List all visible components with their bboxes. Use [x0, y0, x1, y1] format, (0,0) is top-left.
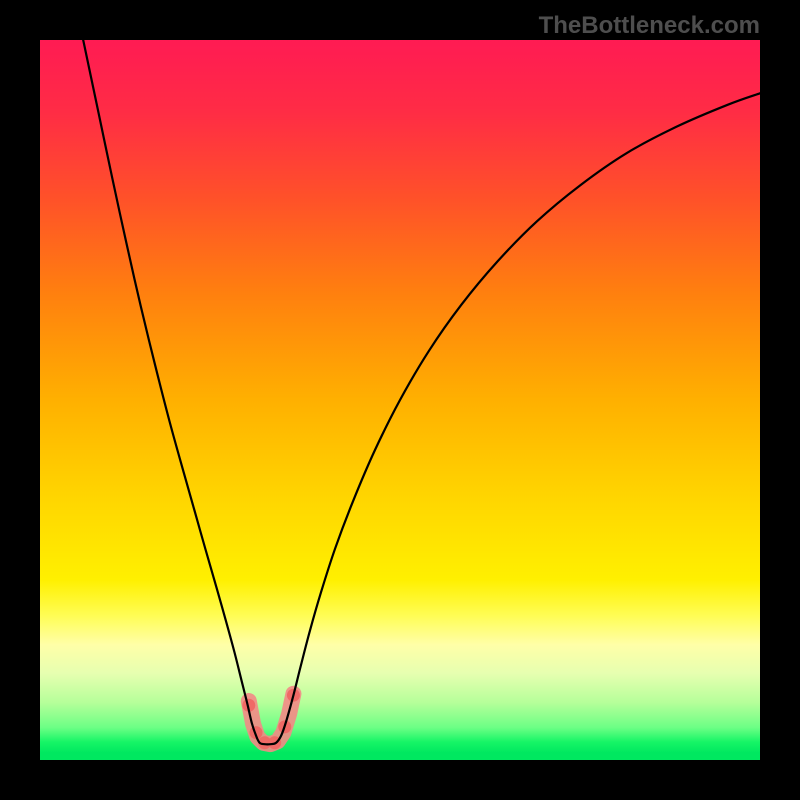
- watermark-text: TheBottleneck.com: [539, 12, 760, 40]
- plot-area: [40, 40, 760, 760]
- chart-frame: TheBottleneck.com: [0, 0, 800, 800]
- bottleneck-curve: [83, 40, 760, 744]
- chart-overlay: [40, 40, 760, 760]
